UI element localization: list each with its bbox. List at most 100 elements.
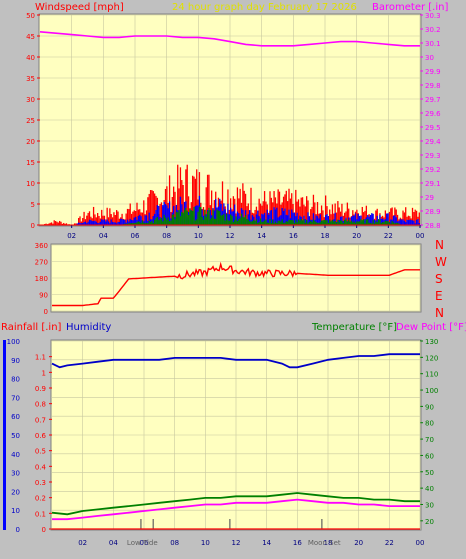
wind-gust-bar: [55, 221, 56, 225]
wind-low-bar: [223, 214, 224, 225]
climate-x-tick-label: 02: [78, 539, 87, 547]
wind-gust-bar: [147, 197, 148, 225]
wind-x-tick-label: 02: [67, 232, 76, 240]
temperature-y-tick-label: 20: [425, 518, 434, 526]
wind-low-bar: [321, 221, 322, 225]
wind-low-bar: [363, 219, 364, 225]
wind-low-bar: [287, 222, 288, 225]
wind-low-bar: [158, 220, 159, 225]
wind-low-bar: [326, 220, 327, 225]
wind-low-bar: [349, 222, 350, 225]
wind-low-bar: [263, 222, 264, 225]
wind-low-bar: [348, 220, 349, 225]
wind-low-bar: [234, 220, 235, 225]
wind-x-tick-label: 20: [352, 232, 361, 240]
climate-x-tick-label: 08: [170, 539, 179, 547]
wind-average-bar: [120, 219, 121, 225]
wind-average-bar: [90, 220, 91, 225]
wind-low-bar: [199, 207, 200, 225]
humidity-y-tick-label: 80: [11, 376, 20, 384]
wind-average-bar: [406, 220, 407, 225]
wind-x-tick-label: 00: [416, 232, 425, 240]
wind-low-bar: [356, 221, 357, 225]
wind-low-bar: [188, 215, 189, 225]
wind-low-bar: [170, 220, 171, 225]
humidity-label: Humidity: [66, 322, 111, 333]
wind-low-bar: [149, 221, 150, 225]
rainfall-y-tick-label: 0.8: [35, 401, 46, 409]
wind-low-bar: [379, 220, 380, 225]
wind-low-bar: [185, 208, 186, 225]
wind-low-bar: [340, 220, 341, 225]
wind-average-bar: [121, 219, 122, 225]
barometer-y-tick-label: 29.7: [425, 96, 441, 104]
barometer-y-tick-label: 29.9: [425, 68, 441, 76]
wind-average-bar: [273, 207, 274, 225]
temperature-y-tick-label: 70: [425, 436, 434, 444]
wind-average-bar: [104, 219, 105, 225]
wind-low-bar: [362, 220, 363, 225]
wind-y-tick-label: 20: [26, 138, 35, 146]
wind-low-bar: [337, 220, 338, 225]
wind-average-bar: [284, 209, 285, 225]
wind-low-bar: [221, 216, 222, 225]
temperature-y-tick-label: 110: [425, 371, 438, 379]
wind-low-bar: [176, 212, 177, 225]
wind-low-bar: [278, 221, 279, 225]
wind-low-bar: [244, 217, 245, 225]
barometer-y-tick-label: 29.2: [425, 166, 441, 174]
wind-y-tick-label: 50: [26, 12, 35, 20]
wind-low-bar: [235, 216, 236, 225]
wind-low-bar: [183, 213, 184, 225]
wind-average-bar: [400, 219, 401, 225]
wind-low-bar: [164, 215, 165, 225]
barometer-y-tick-label: 30: [425, 54, 434, 62]
wind-low-bar: [196, 219, 197, 225]
wind-average-bar: [85, 222, 86, 225]
wind-y-tick-label: 5: [31, 201, 35, 209]
climate-x-tick-label: 14: [262, 539, 271, 547]
wind-low-bar: [166, 220, 167, 225]
wind-low-bar: [260, 218, 261, 225]
wind-low-bar: [249, 221, 250, 225]
wind-average-bar: [257, 211, 258, 225]
wind-low-bar: [240, 218, 241, 225]
wind-y-tick-label: 0: [31, 222, 35, 230]
wind-low-bar: [189, 208, 190, 225]
wind-y-tick-label: 45: [26, 33, 35, 41]
wind-low-bar: [218, 211, 219, 225]
wind-low-bar: [155, 218, 156, 225]
temperature-y-tick-label: 40: [425, 485, 434, 493]
wind-average-bar: [413, 221, 414, 225]
wind-low-bar: [207, 211, 208, 225]
compass-n-top: N: [435, 238, 444, 252]
wind-low-bar: [203, 220, 204, 225]
wind-low-bar: [375, 221, 376, 225]
wind-low-bar: [138, 221, 139, 225]
wind-average-bar: [411, 220, 412, 225]
wind-low-bar: [238, 219, 239, 225]
wind-low-bar: [215, 219, 216, 225]
wind-low-bar: [303, 219, 304, 225]
wind-low-bar: [345, 219, 346, 225]
wind-x-tick-label: 16: [289, 232, 298, 240]
wind-low-bar: [169, 221, 170, 225]
wind-x-tick-label: 22: [384, 232, 393, 240]
wind-low-bar: [314, 221, 315, 225]
wind-gust-bar: [59, 221, 60, 225]
wind-low-bar: [204, 210, 205, 225]
wind-low-bar: [378, 219, 379, 225]
rainfall-scale-bar: [3, 340, 6, 530]
wind-low-bar: [272, 220, 273, 225]
wind-y-tick-label: 35: [26, 75, 35, 83]
barometer-y-tick-label: 28.8: [425, 222, 441, 230]
wind-low-bar: [322, 220, 323, 225]
rainfall-y-tick-label: 0: [42, 526, 46, 534]
wind-x-tick-label: 14: [257, 232, 266, 240]
wind-low-bar: [173, 214, 174, 225]
wind-low-bar: [212, 210, 213, 225]
wind-low-bar: [229, 221, 230, 225]
temperature-y-tick-label: 100: [425, 387, 438, 395]
rainfall-y-tick-label: 1.1: [35, 354, 46, 362]
wind-gust-bar: [116, 210, 117, 225]
